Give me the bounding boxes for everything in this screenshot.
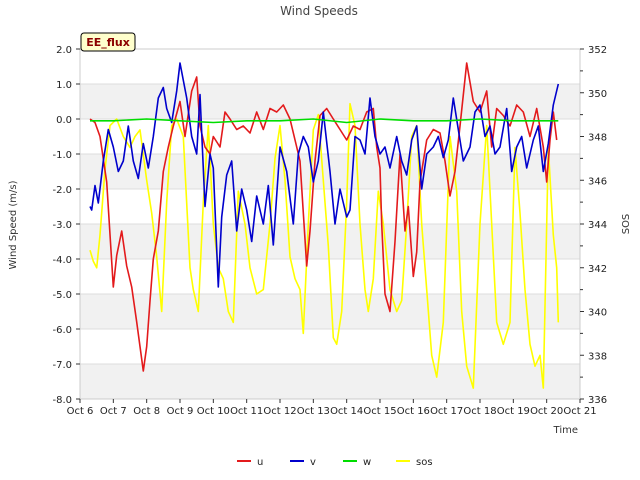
- axes: 2.0 1.0 0.0 -1.0 -2.0 -3.0 -4.0 -5.0 -6.0 -7.0 -8.…: [52, 45, 607, 417]
- x-tick-label: Oct 10: [197, 406, 230, 417]
- series-line-w: [90, 118, 559, 124]
- y-tick-label: -8.0: [52, 395, 72, 406]
- x-tick-label: Oct 9: [167, 406, 194, 417]
- x-tick-label: Oct 6: [67, 406, 94, 417]
- legend-label-v: v: [310, 457, 316, 468]
- x-tick-label: Oct 19: [497, 406, 530, 417]
- x-tick-label: Oct 13: [297, 406, 330, 417]
- x-tick-label: Oct 21: [563, 406, 596, 417]
- y-tick-label: 2.0: [56, 45, 72, 56]
- y-tick-label: -4.0: [52, 255, 72, 266]
- legend-label-sos: sos: [416, 457, 433, 468]
- x-tick-label: Oct 18: [463, 406, 496, 417]
- plot-band: [80, 294, 580, 329]
- y2-axis-label: SOS: [621, 214, 632, 235]
- y2-tick-label: 344: [588, 220, 607, 231]
- site-badge: EE_flux: [80, 32, 136, 52]
- y2-tick-label: 338: [588, 351, 607, 362]
- x-tick-label: Oct 16: [397, 406, 430, 417]
- series-line-v: [89, 62, 560, 288]
- series-line-sos: [89, 102, 560, 389]
- y-tick-label: -7.0: [52, 360, 72, 371]
- x-tick-label: Oct 12: [263, 406, 296, 417]
- legend: u v w sos: [237, 457, 433, 468]
- site-badge-label: EE_flux: [86, 36, 130, 49]
- chart-title: Wind Speeds: [280, 4, 358, 18]
- y2-tick-label: 346: [588, 176, 607, 187]
- y2-tick-label: 348: [588, 133, 607, 144]
- series-line-u: [89, 62, 558, 372]
- y-tick-label: -3.0: [52, 220, 72, 231]
- y-tick-label: 1.0: [56, 80, 72, 91]
- y2-tick-label: 352: [588, 45, 607, 56]
- y-tick-label: -6.0: [52, 325, 72, 336]
- x-tick-label: Oct 15: [363, 406, 396, 417]
- y2-tick-label: 350: [588, 89, 607, 100]
- x-tick-label: Oct 20: [530, 406, 563, 417]
- x-tick-label: Oct 17: [430, 406, 463, 417]
- y-tick-label: -1.0: [52, 150, 72, 161]
- y-axis-label: Wind Speed (m/s): [8, 180, 19, 269]
- x-tick-label: Oct 11: [230, 406, 263, 417]
- x-tick-label: Oct 7: [100, 406, 127, 417]
- series-lines: [89, 62, 560, 389]
- x-tick-label: Oct 8: [133, 406, 160, 417]
- y-tick-label: 0.0: [56, 115, 72, 126]
- y-tick-label: -2.0: [52, 185, 72, 196]
- plot-band: [80, 364, 580, 399]
- y2-tick-label: 342: [588, 264, 607, 275]
- y2-tick-label: 336: [588, 395, 607, 406]
- legend-label-w: w: [363, 457, 371, 468]
- y-tick-label: -5.0: [52, 290, 72, 301]
- plot-band: [80, 224, 580, 259]
- y2-tick-label: 340: [588, 308, 607, 319]
- x-tick-label: Oct 14: [330, 406, 363, 417]
- x-axis-label: Time: [553, 425, 578, 436]
- legend-label-u: u: [257, 457, 263, 468]
